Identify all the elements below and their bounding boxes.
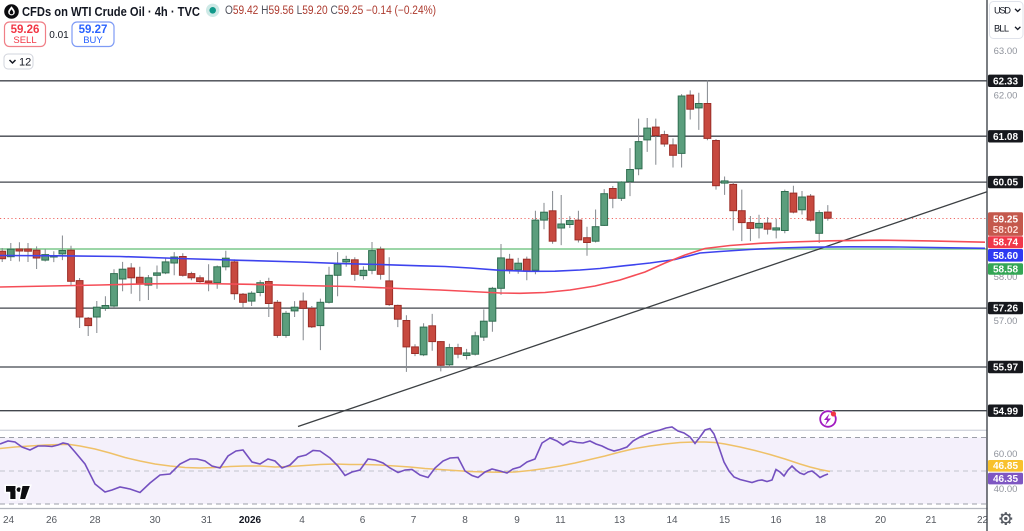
svg-text:20: 20 (875, 515, 887, 526)
svg-text:26: 26 (46, 515, 58, 526)
svg-text:BUY: BUY (83, 35, 103, 46)
svg-text:CFDs on WTI Crude Oil · 4h · T: CFDs on WTI Crude Oil · 4h · TVC (22, 4, 200, 19)
svg-text:6: 6 (360, 515, 366, 526)
svg-text:9: 9 (514, 515, 520, 526)
svg-text:13: 13 (614, 515, 626, 526)
svg-text:22: 22 (977, 515, 989, 526)
svg-text:11: 11 (555, 515, 566, 526)
svg-text:7: 7 (411, 515, 417, 526)
svg-text:58.74: 58.74 (993, 238, 1018, 249)
svg-text:SELL: SELL (13, 35, 36, 46)
svg-text:63.00: 63.00 (994, 46, 1018, 57)
svg-text:60.00: 60.00 (994, 449, 1018, 460)
svg-text:62.00: 62.00 (994, 90, 1018, 101)
svg-text:59.25: 59.25 (993, 215, 1018, 226)
svg-text:57.00: 57.00 (994, 316, 1018, 327)
svg-text:14: 14 (666, 515, 678, 526)
svg-text:USD: USD (994, 6, 1011, 16)
svg-text:O59.42 H59.56 L59.20 C59.25 −0: O59.42 H59.56 L59.20 C59.25 −0.14 (−0.24… (225, 5, 436, 17)
svg-text:60.05: 60.05 (993, 178, 1018, 189)
svg-text:61.08: 61.08 (993, 132, 1018, 143)
svg-text:BLL: BLL (994, 24, 1009, 34)
svg-text:62.33: 62.33 (993, 76, 1018, 87)
svg-text:58.00: 58.00 (994, 272, 1018, 283)
svg-text:58.58: 58.58 (993, 264, 1018, 275)
svg-text:55.97: 55.97 (993, 363, 1018, 374)
svg-text:46.85: 46.85 (993, 461, 1018, 472)
svg-text:4: 4 (299, 515, 305, 526)
svg-text:0.01: 0.01 (49, 30, 69, 41)
svg-text:18: 18 (815, 515, 827, 526)
svg-text:59.26: 59.26 (11, 24, 40, 36)
svg-text:57.26: 57.26 (993, 304, 1018, 315)
svg-text:46.35: 46.35 (993, 474, 1018, 485)
svg-text:31: 31 (201, 515, 213, 526)
svg-text:15: 15 (719, 515, 731, 526)
svg-text:54.99: 54.99 (993, 406, 1018, 417)
svg-text:2026: 2026 (239, 515, 262, 526)
svg-text:58:02: 58:02 (993, 225, 1019, 236)
svg-text:59.27: 59.27 (79, 24, 108, 36)
svg-text:12: 12 (19, 57, 31, 69)
svg-text:58.60: 58.60 (993, 251, 1018, 262)
svg-text:24: 24 (3, 515, 15, 526)
svg-text:16: 16 (770, 515, 782, 526)
svg-text:30: 30 (149, 515, 161, 526)
svg-text:40.00: 40.00 (994, 484, 1018, 495)
svg-text:8: 8 (462, 515, 468, 526)
svg-text:21: 21 (925, 515, 937, 526)
svg-text:28: 28 (89, 515, 101, 526)
